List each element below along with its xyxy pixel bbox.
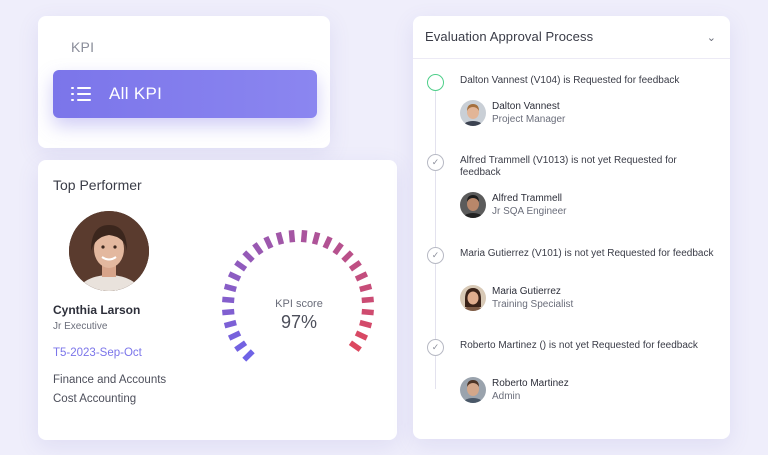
person-name: Alfred Trammell xyxy=(492,192,563,204)
gauge-segment xyxy=(223,319,237,329)
gauge-segment xyxy=(341,250,354,263)
avatar xyxy=(460,100,486,126)
timeline-line xyxy=(435,89,436,389)
kpi-card: KPI All KPI xyxy=(38,16,330,148)
gauge-segment xyxy=(227,330,242,341)
gauge-segment xyxy=(311,231,321,245)
performer-department: Finance and Accounts xyxy=(53,374,167,386)
gauge-segment xyxy=(322,235,333,250)
gauge-segment xyxy=(288,230,296,243)
list-icon xyxy=(71,87,91,101)
gauge-segment xyxy=(234,260,248,272)
gauge-segment xyxy=(222,296,235,304)
gauge-segment xyxy=(275,231,285,245)
person-role: Training Specialist xyxy=(492,298,574,310)
gauge-segment xyxy=(354,330,369,341)
check-icon: ✓ xyxy=(431,157,440,167)
evaluation-approval-card: Evaluation Approval Process ⌄ Dalton Van… xyxy=(413,16,730,439)
gauge-segment xyxy=(361,296,374,304)
avatar xyxy=(460,285,486,311)
person-name: Roberto Martinez xyxy=(492,377,569,389)
gauge-segment xyxy=(348,260,362,272)
all-kpi-button[interactable]: All KPI xyxy=(53,70,317,118)
gauge-segment xyxy=(359,283,373,293)
step-person: Dalton Vannest Project Manager xyxy=(460,100,565,126)
gauge-segment xyxy=(300,230,308,243)
kpi-score-value: 97% xyxy=(280,312,318,332)
step-person: Maria Gutierrez Training Specialist xyxy=(460,285,573,311)
person-role: Project Manager xyxy=(492,113,566,125)
divider xyxy=(413,58,730,59)
person-name: Dalton Vannest xyxy=(492,100,560,112)
check-icon: ✓ xyxy=(431,342,440,352)
step-text: Roberto Martinez () is not yet Requested… xyxy=(460,340,698,351)
step-text: Alfred Trammell (V1013) is not yet Reque… xyxy=(460,155,677,178)
performer-avatar xyxy=(69,211,149,291)
evaluation-title: Evaluation Approval Process xyxy=(425,29,594,44)
all-kpi-label: All KPI xyxy=(109,84,163,103)
chevron-down-icon[interactable]: ⌄ xyxy=(706,32,716,44)
step-person: Alfred Trammell Jr SQA Engineer xyxy=(460,192,566,218)
avatar xyxy=(460,192,486,218)
step-status-icon xyxy=(427,74,444,91)
gauge-segment xyxy=(242,349,255,362)
top-performer-title: Top Performer xyxy=(53,177,142,193)
gauge-segment xyxy=(252,242,264,256)
gauge-segment xyxy=(359,319,373,329)
gauge-segment xyxy=(234,340,248,352)
step-text: Dalton Vannest (V104) is Requested for f… xyxy=(460,75,680,86)
performer-name: Cynthia Larson xyxy=(53,303,141,317)
check-icon: ✓ xyxy=(431,250,440,260)
performer-sub-department: Cost Accounting xyxy=(53,393,137,405)
gauge-segment xyxy=(263,235,274,250)
gauge-segment xyxy=(227,271,242,282)
performer-period: T5-2023-Sep-Oct xyxy=(53,347,142,359)
person-name: Maria Gutierrez xyxy=(492,285,561,297)
gauge-segment xyxy=(242,250,255,263)
step-status-icon: ✓ xyxy=(427,154,444,171)
step-status-icon: ✓ xyxy=(427,247,444,264)
step-status-icon: ✓ xyxy=(427,339,444,356)
step-text: Maria Gutierrez (V101) is not yet Reques… xyxy=(460,248,714,259)
step-person: Roberto Martinez Admin xyxy=(460,377,569,403)
kpi-score-label: KPI score xyxy=(275,298,323,310)
gauge-segment xyxy=(361,308,374,316)
performer-role: Jr Executive xyxy=(53,321,108,332)
gauge-segment xyxy=(354,271,369,282)
gauge-segment xyxy=(332,242,344,256)
avatar xyxy=(460,377,486,403)
person-role: Jr SQA Engineer xyxy=(492,205,567,217)
kpi-title: KPI xyxy=(71,39,95,55)
gauge-segment xyxy=(223,283,237,293)
top-performer-card: Top Performer Cynthia Larson Jr Executiv… xyxy=(38,160,397,440)
gauge-segment xyxy=(348,340,362,352)
kpi-score-gauge xyxy=(222,230,374,362)
gauge-segment xyxy=(222,308,235,316)
person-role: Admin xyxy=(492,390,521,402)
